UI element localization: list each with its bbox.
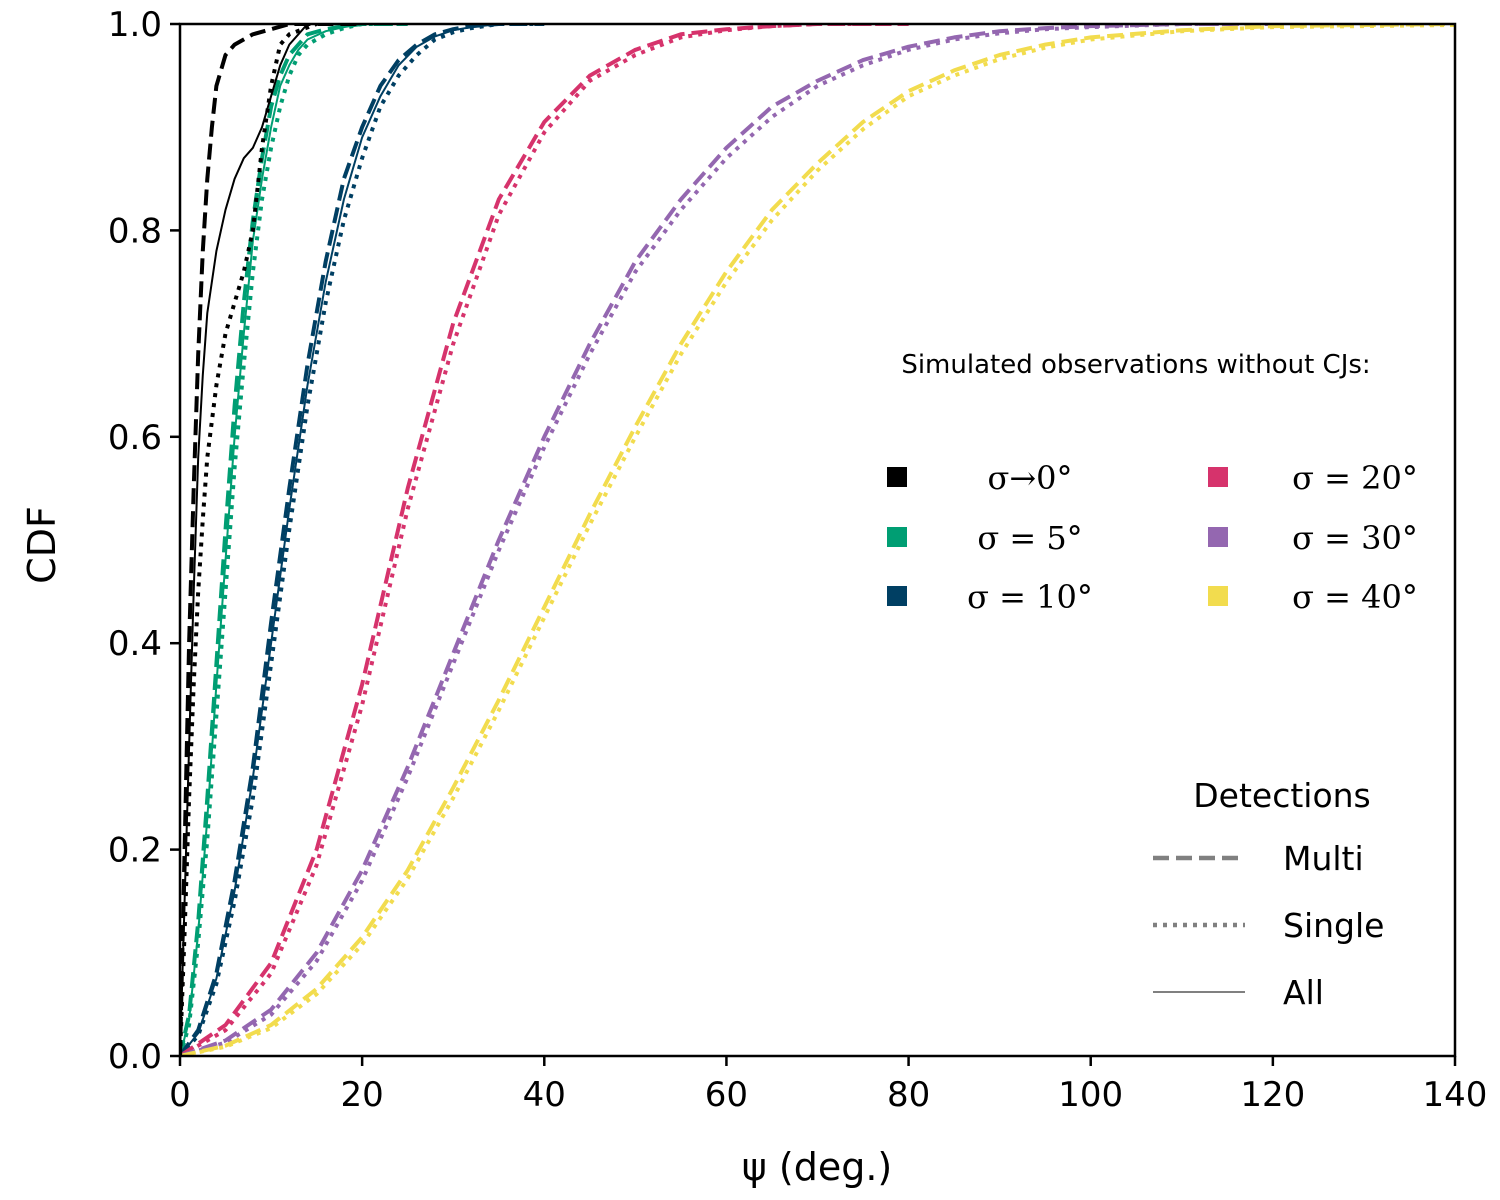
x-tick-label: 40 (523, 1075, 566, 1115)
sigma-legend: Simulated observations without CJs: σ→0°… (887, 350, 1418, 616)
detections-legend-label: Single (1283, 906, 1384, 945)
y-tick-label: 0.2 (108, 831, 162, 871)
y-axis-label: CDF (20, 506, 64, 584)
y-tick-label: 0.6 (108, 418, 162, 458)
sigma-legend-swatch (1208, 467, 1228, 487)
series-line-0-dashed (180, 24, 408, 1056)
y-tick-label: 1.0 (108, 5, 162, 45)
sigma-legend-label: σ = 20° (1292, 459, 1418, 497)
sigma-legend-label: σ = 40° (1292, 578, 1418, 616)
sigma-legend-swatch (887, 527, 907, 547)
plot-frame (178, 22, 1457, 1058)
sigma-legend-label: σ = 10° (967, 578, 1093, 616)
sigma-legend-title: Simulated observations without CJs: (901, 350, 1370, 380)
series-line-11-dotted (180, 24, 1455, 1056)
detections-legend-label: Multi (1283, 839, 1364, 878)
series-line-12-dashed (180, 24, 363, 1056)
sigma-legend-swatch (887, 586, 907, 606)
detections-legend-label: All (1283, 973, 1324, 1012)
sigma-legend-label: σ→0° (987, 459, 1072, 497)
series-line-14-solid (180, 24, 309, 1056)
x-tick-label: 120 (1240, 1075, 1305, 1115)
x-tick-label: 140 (1423, 1075, 1488, 1115)
x-tick-label: 0 (169, 1075, 191, 1115)
sigma-legend-swatch (1208, 527, 1228, 547)
series-line-7-dotted (180, 24, 909, 1056)
series-line-6-dashed (180, 24, 909, 1056)
sigma-legend-label: σ = 5° (977, 519, 1082, 557)
x-tick-label: 60 (705, 1075, 748, 1115)
x-tick-label: 20 (341, 1075, 384, 1115)
y-axis-ticks: 0.0 0.2 0.4 0.6 0.8 1.0 (108, 5, 180, 1077)
sigma-legend-swatch (1208, 586, 1228, 606)
series-line-5-dotted (180, 24, 545, 1056)
series-line-9-dotted (180, 24, 1273, 1056)
x-axis-ticks: 0 20 40 60 80 100 120 140 (169, 1056, 1487, 1115)
series-line-2-dotted (180, 24, 408, 1056)
x-tick-label: 80 (887, 1075, 930, 1115)
sigma-legend-label: σ = 30° (1292, 519, 1418, 557)
series-layer (180, 24, 1455, 1056)
y-tick-label: 0.8 (108, 211, 162, 251)
series-line-8-dashed (180, 24, 1273, 1056)
sigma-legend-swatch (887, 467, 907, 487)
x-axis-label: ψ (deg.) (742, 1145, 893, 1189)
series-line-1-solid (180, 24, 408, 1056)
detections-legend: Detections Multi Single All (1153, 776, 1384, 1012)
detections-legend-title: Detections (1193, 776, 1371, 815)
y-tick-label: 0.0 (108, 1037, 162, 1077)
series-line-13-dotted (180, 24, 318, 1056)
x-tick-label: 100 (1058, 1075, 1123, 1115)
series-line-10-dashed (180, 24, 1455, 1056)
y-tick-label: 0.4 (108, 624, 162, 664)
series-line-4-solid (180, 24, 545, 1056)
